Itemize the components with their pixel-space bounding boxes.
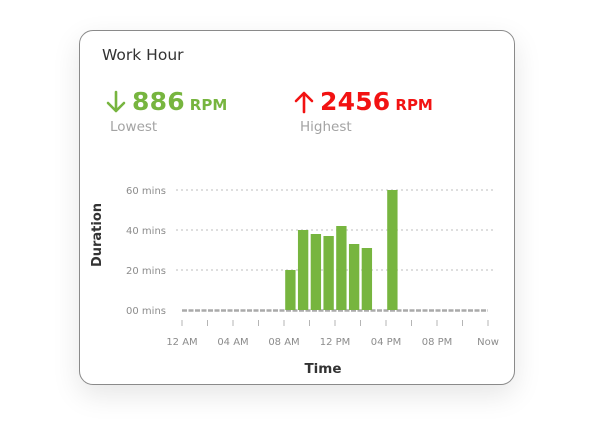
lowest-stat: 886 RPM Lowest <box>106 87 227 135</box>
x-tick-label: 08 PM <box>422 337 453 348</box>
chart-bar <box>361 248 373 310</box>
highest-value: 2456 <box>320 87 391 116</box>
chart-bars <box>285 190 398 310</box>
y-tick-label: 20 mins <box>126 266 166 277</box>
y-tick-label: 40 mins <box>126 226 166 237</box>
chart-bar <box>387 190 398 310</box>
x-tick-label: 04 AM <box>217 337 248 348</box>
x-tick-label: 12 AM <box>166 337 197 348</box>
card-title: Work Hour <box>102 46 184 64</box>
x-tick-label: 04 PM <box>371 337 402 348</box>
x-axis-title: Time <box>304 361 341 377</box>
work-hour-card: Work Hour 886 RPM Lowest 2456 RPM Highes… <box>79 30 515 385</box>
x-tick-label: 12 PM <box>320 337 351 348</box>
arrow-down-icon <box>106 90 126 112</box>
x-axis-ticks: 12 AM 04 AM 08 AM 12 PM 04 PM 08 PM Now <box>166 320 499 348</box>
lowest-unit: RPM <box>189 96 228 114</box>
chart-bar <box>336 226 347 310</box>
duration-bar-chart: 00 mins 20 mins 40 mins 60 mins 12 AM 04 AM 0… <box>90 186 499 377</box>
arrow-up-icon <box>294 91 314 113</box>
highest-unit: RPM <box>395 96 433 114</box>
chart-gridlines <box>176 189 496 271</box>
highest-stat: 2456 RPM Highest <box>294 87 433 135</box>
chart-bar <box>285 270 296 310</box>
y-axis-title: Duration <box>90 203 105 267</box>
y-tick-label: 60 mins <box>126 186 166 197</box>
x-tick-label: Now <box>477 337 499 348</box>
chart-bar <box>310 234 322 310</box>
y-tick-label: 00 mins <box>126 306 166 317</box>
chart-bar <box>348 244 360 310</box>
lowest-label: Lowest <box>110 119 158 135</box>
highest-label: Highest <box>300 119 352 135</box>
lowest-value: 886 <box>132 87 185 116</box>
chart-bar <box>297 230 309 310</box>
chart-bar <box>323 236 334 310</box>
x-tick-label: 08 AM <box>268 337 299 348</box>
y-axis-ticks: 00 mins 20 mins 40 mins 60 mins <box>126 186 166 317</box>
